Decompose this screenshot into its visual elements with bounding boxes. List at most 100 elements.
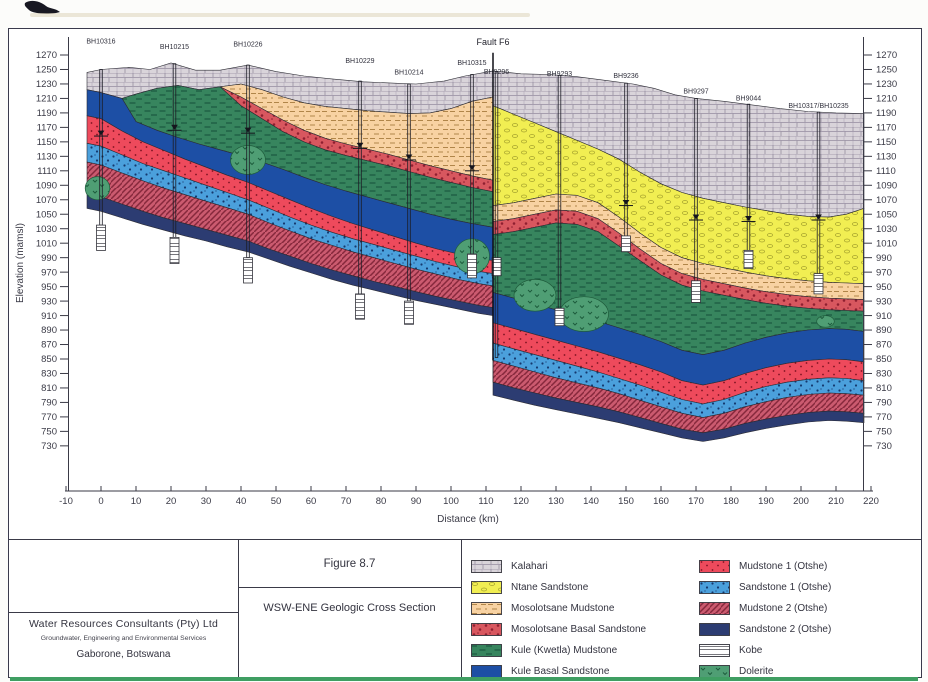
y-tick-label: 1110 xyxy=(37,166,57,177)
water-level-marker xyxy=(692,214,700,220)
divider xyxy=(461,540,462,678)
legend-label: Mosolotsane Basal Sandstone xyxy=(511,624,647,635)
legend-item: Dolerite xyxy=(699,665,914,678)
legend-label: Kule (Kwetla) Mudstone xyxy=(511,645,618,656)
y-tick-label: 790 xyxy=(876,398,892,409)
figure-title-cell: Figure 8.7 WSW-ENE Geologic Cross Sectio… xyxy=(238,540,461,678)
y-tick-label: 810 xyxy=(41,383,57,394)
y-tick-label: 910 xyxy=(876,311,892,322)
y-tick-label: 850 xyxy=(876,354,892,365)
legend-swatch xyxy=(699,602,730,615)
y-tick-label: 950 xyxy=(41,282,57,293)
borehole-label: BH9297 xyxy=(683,88,708,95)
borehole-log-BH9293 xyxy=(554,307,565,327)
y-tick-label: 1130 xyxy=(876,152,896,163)
borehole-label: BH9044 xyxy=(736,96,761,103)
y-tick-label: 790 xyxy=(41,398,57,409)
legend-swatch xyxy=(699,644,730,657)
legend-item: Kalahari xyxy=(471,560,699,573)
x-tick-label: 140 xyxy=(583,496,599,507)
y-tick-label: 890 xyxy=(876,325,892,336)
water-level-marker xyxy=(405,154,413,160)
water-level-marker xyxy=(171,124,178,130)
y-axis-title: Elevation (mamsl) xyxy=(15,223,26,303)
borehole-log-BH10215 xyxy=(169,236,180,264)
x-tick-label: 30 xyxy=(201,496,212,507)
y-tick-label: 730 xyxy=(41,441,57,452)
dolerite-body xyxy=(559,296,609,332)
scan-bottom-rule xyxy=(10,677,918,681)
x-tick-label: 120 xyxy=(513,496,529,507)
y-tick-label: 1190 xyxy=(876,108,896,119)
divider xyxy=(238,540,239,678)
borehole-log-BH9297 xyxy=(691,280,701,303)
legend: Kalahari Ntane Sandstone Mosolotsane Mudst… xyxy=(461,540,921,678)
dolerite-body xyxy=(513,279,557,312)
water-level-marker xyxy=(815,214,822,220)
y-tick-label: 1150 xyxy=(876,137,896,148)
borehole-label: BH10317/BH10235 xyxy=(788,103,848,110)
y-tick-label: 870 xyxy=(41,340,57,351)
legend-label: Kobe xyxy=(739,645,763,656)
company-name: Water Resources Consultants (Pty) Ltd xyxy=(28,618,219,630)
y-tick-label: 810 xyxy=(876,383,892,394)
legend-label: Ntane Sandstone xyxy=(511,582,589,593)
borehole-log-BH10315 xyxy=(467,253,477,279)
water-level-marker xyxy=(356,142,364,148)
borehole-log-BH10229 xyxy=(355,293,365,320)
borehole-log-BH10226 xyxy=(243,257,253,284)
legend-item: Mosolotsane Basal Sandstone xyxy=(471,623,699,636)
y-tick-label: 930 xyxy=(876,296,892,307)
x-tick-label: 180 xyxy=(723,496,739,507)
legend-label: Kule Basal Sandstone xyxy=(511,666,610,677)
x-tick-label: 70 xyxy=(341,496,352,507)
legend-item: Sandstone 2 (Otshe) xyxy=(699,623,914,636)
legend-item: Mudstone 2 (Otshe) xyxy=(699,602,914,615)
y-tick-label: 1110 xyxy=(876,166,896,177)
legend-item: Kule (Kwetla) Mudstone xyxy=(471,644,699,657)
borehole-label: BH9293 xyxy=(547,71,572,78)
x-tick-label: 170 xyxy=(688,496,704,507)
y-tick-label: 1090 xyxy=(36,180,57,191)
legend-label: Dolerite xyxy=(739,666,774,677)
legend-label: Sandstone 1 (Otshe) xyxy=(739,582,832,593)
borehole-label: BH10229 xyxy=(345,58,374,65)
legend-label: Mudstone 1 (Otshe) xyxy=(739,561,828,572)
x-tick-label: 80 xyxy=(376,496,387,507)
x-tick-label: 100 xyxy=(443,496,459,507)
legend-column-1: Kalahari Ntane Sandstone Mosolotsane Mudst… xyxy=(471,560,699,678)
y-tick-label: 830 xyxy=(41,369,57,380)
x-tick-label: 220 xyxy=(863,496,879,507)
y-tick-label: 1070 xyxy=(36,195,57,206)
x-tick-label: 190 xyxy=(758,496,774,507)
x-tick-label: 130 xyxy=(548,496,564,507)
figure-title: WSW-ENE Geologic Cross Section xyxy=(263,602,436,614)
y-tick-label: 890 xyxy=(41,325,57,336)
y-tick-label: 1250 xyxy=(876,65,897,76)
legend-swatch xyxy=(471,602,502,615)
borehole-log-BH10214 xyxy=(404,300,414,325)
y-tick-label: 750 xyxy=(876,427,892,438)
legend-swatch xyxy=(471,560,502,573)
x-tick-label: 20 xyxy=(166,496,177,507)
fault-label: Fault F6 xyxy=(476,37,509,47)
borehole-label: BH9296 xyxy=(484,69,509,76)
y-tick-label: 1210 xyxy=(876,94,897,105)
dolerite-body xyxy=(84,176,111,201)
y-tick-label: 1270 xyxy=(876,50,897,61)
divider xyxy=(9,612,238,613)
y-tick-label: 1170 xyxy=(37,123,57,134)
legend-swatch xyxy=(471,623,502,636)
legend-item: Kobe xyxy=(699,644,914,657)
cross-section-plot: BH10316 BH10215 BH10226 BH10229 BH10214 BH103… xyxy=(15,37,897,525)
legend-item: Mosolotsane Mudstone xyxy=(471,602,699,615)
y-tick-label: 1070 xyxy=(876,195,897,206)
x-tick-label: 150 xyxy=(618,496,634,507)
legend-label: Mudstone 2 (Otshe) xyxy=(739,603,828,614)
legend-column-2: Mudstone 1 (Otshe) Sandstone 1 (Otshe) Mud… xyxy=(699,560,914,678)
y-tick-label: 1030 xyxy=(36,224,57,235)
y-tick-label: 1090 xyxy=(876,180,897,191)
figure-number: Figure 8.7 xyxy=(323,558,376,570)
legend-label: Mosolotsane Mudstone xyxy=(511,603,615,614)
